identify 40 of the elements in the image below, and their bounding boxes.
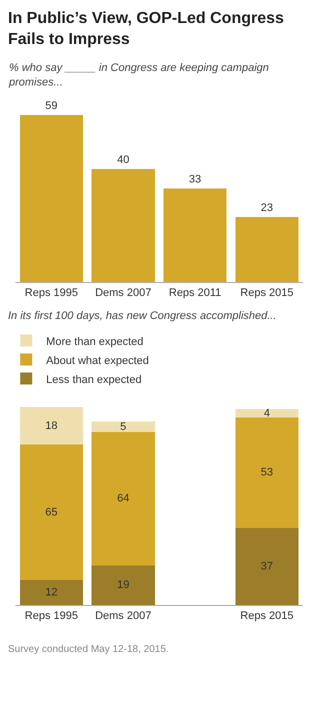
bar bbox=[235, 409, 299, 418]
data-label: 33 bbox=[188, 174, 202, 186]
chart-title: In Public’s View, GOP-Led Congress Fails to Impress bbox=[8, 10, 284, 48]
data-label: 37 bbox=[260, 560, 274, 572]
bar bbox=[92, 565, 155, 605]
bar bbox=[20, 115, 83, 282]
legend-label: About what expected bbox=[46, 354, 149, 367]
x-tick-label: Dems 2007 bbox=[95, 610, 152, 622]
data-label: 53 bbox=[260, 466, 274, 479]
bar bbox=[92, 432, 155, 566]
data-label: 65 bbox=[45, 506, 58, 518]
x-tick-label: Reps 1995 bbox=[24, 610, 78, 622]
x-tick-label: Reps 2015 bbox=[240, 287, 294, 300]
legend-label: Less than expected bbox=[46, 374, 142, 386]
data-label: 4 bbox=[264, 407, 270, 420]
data-label: 12 bbox=[45, 586, 58, 598]
bar bbox=[92, 422, 155, 432]
bar bbox=[235, 216, 299, 282]
bar bbox=[163, 188, 227, 282]
chart-title: In its first 100 days, has new Congress accomplished... bbox=[8, 310, 276, 322]
data-label: 64 bbox=[117, 492, 130, 505]
bar bbox=[20, 580, 83, 605]
data-label: 18 bbox=[45, 420, 58, 432]
x-tick-label: Dems 2007 bbox=[95, 287, 152, 300]
data-label: 59 bbox=[45, 100, 58, 112]
chart-subtitle: % who say _____ in Congress are keeping campaign promises... bbox=[8, 62, 269, 88]
x-tick-label: Reps 2015 bbox=[240, 610, 294, 622]
text: Survey conducted May 12-18, 2015. bbox=[8, 644, 169, 655]
data-label: 40 bbox=[117, 154, 130, 166]
bar bbox=[235, 528, 299, 605]
x-tick-label: Reps 2011 bbox=[168, 287, 222, 300]
data-label: 5 bbox=[120, 420, 126, 433]
legend-label: More than expected bbox=[46, 336, 144, 348]
x-tick-label: Reps 1995 bbox=[24, 287, 78, 300]
bar bbox=[20, 407, 83, 445]
data-label: 23 bbox=[260, 202, 274, 214]
data-label: 19 bbox=[117, 579, 130, 592]
bar bbox=[20, 444, 83, 580]
bar bbox=[235, 417, 299, 528]
bar bbox=[92, 168, 155, 282]
